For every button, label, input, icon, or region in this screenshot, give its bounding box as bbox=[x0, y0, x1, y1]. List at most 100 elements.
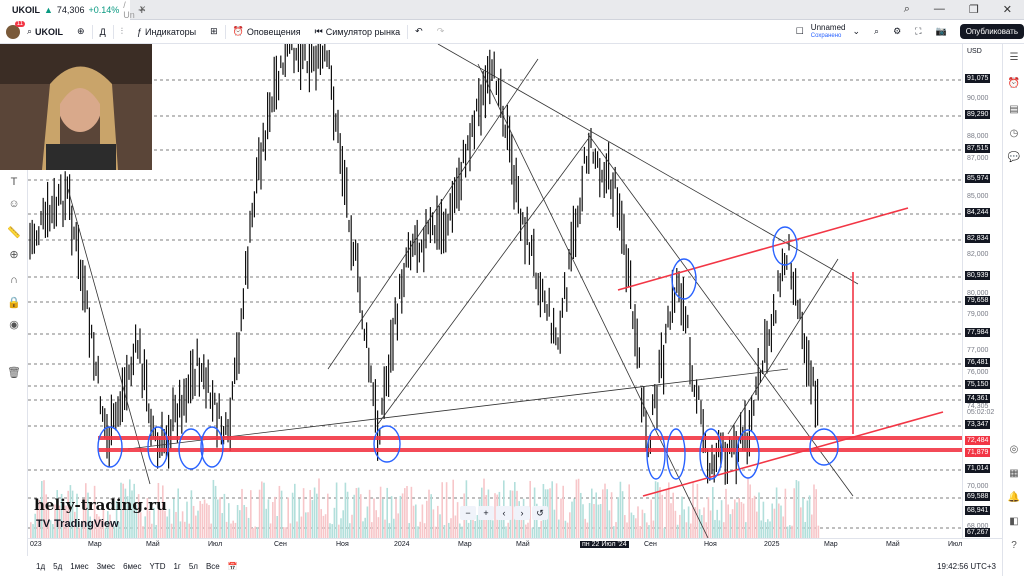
price-label: 80,000 bbox=[967, 290, 989, 297]
lock-icon[interactable]: 🔒 bbox=[7, 297, 21, 309]
volume-bar bbox=[63, 506, 65, 538]
command-icon[interactable]: ⌕ bbox=[903, 3, 910, 15]
time-axis[interactable]: 023 Мар Май Июл Сен Ноя 2024 Мар Май пн 22 Июл '2… bbox=[28, 538, 1002, 552]
layout-menu-button[interactable]: ⌄ bbox=[845, 20, 867, 44]
target-icon[interactable]: ◎ bbox=[1009, 444, 1019, 455]
zoom-control-button[interactable]: › bbox=[514, 506, 530, 520]
eye-icon[interactable]: ◉ bbox=[9, 319, 19, 331]
trash-icon[interactable]: 🗑 bbox=[7, 367, 21, 379]
volume-bar bbox=[93, 485, 96, 538]
range-button[interactable]: 6мес bbox=[123, 561, 142, 571]
volume-bar bbox=[241, 488, 243, 538]
layout-checkbox[interactable]: ☐ bbox=[789, 20, 811, 44]
range-button[interactable]: 1мес bbox=[70, 561, 89, 571]
volume-bar bbox=[692, 481, 694, 538]
volume-bar bbox=[151, 523, 153, 538]
interval-button[interactable]: Д bbox=[99, 26, 106, 37]
publish-button[interactable]: Опубликовать bbox=[959, 24, 1024, 39]
undo-button[interactable]: ↶ bbox=[408, 20, 430, 44]
quick-search-button[interactable]: ⌕ bbox=[867, 20, 886, 44]
bell-icon[interactable]: 🔔 bbox=[1007, 492, 1021, 503]
volume-bar bbox=[461, 526, 463, 538]
compare-button[interactable]: ⊕ bbox=[70, 20, 92, 44]
range-button[interactable]: 3мес bbox=[96, 561, 116, 571]
text-tool-icon[interactable]: T bbox=[10, 176, 18, 188]
ruler-icon[interactable]: 📏 bbox=[7, 227, 21, 239]
range-button[interactable]: 5д bbox=[53, 561, 63, 571]
templates-button[interactable]: ⊞ bbox=[203, 20, 225, 44]
channel-line[interactable] bbox=[642, 411, 944, 497]
trendline[interactable] bbox=[587, 133, 854, 497]
avatar[interactable]: 11 bbox=[6, 20, 25, 39]
volume-bar bbox=[604, 483, 606, 538]
volume-bar bbox=[423, 523, 426, 538]
volume-bar bbox=[254, 526, 256, 538]
range-button[interactable]: YTD bbox=[149, 561, 166, 571]
camera-icon: 📷 bbox=[935, 26, 947, 36]
time-label: Мар bbox=[458, 541, 472, 548]
fullscreen-button[interactable]: ⛶ bbox=[908, 20, 928, 44]
calendar-range-icon[interactable]: 📅 bbox=[227, 561, 238, 571]
layout-name[interactable]: Unnamed Сохранено bbox=[811, 23, 846, 41]
trendline[interactable] bbox=[127, 368, 789, 450]
minimize-icon[interactable]: — bbox=[933, 3, 945, 15]
trendline[interactable] bbox=[327, 58, 539, 370]
chat-icon[interactable]: 💬 bbox=[1007, 152, 1021, 163]
calendar-icon[interactable]: ▦ bbox=[1009, 468, 1019, 479]
zoom-control-button[interactable]: ‹ bbox=[496, 506, 512, 520]
volume-bar bbox=[773, 508, 776, 538]
channel-line[interactable] bbox=[617, 207, 909, 291]
time-label: 2025 bbox=[764, 541, 780, 548]
replay-button[interactable]: ⏮ Симулятор рынка bbox=[308, 20, 407, 44]
volume-bar bbox=[371, 522, 373, 538]
range-button[interactable]: Все bbox=[205, 561, 220, 571]
volume-bar bbox=[661, 494, 663, 538]
magnet-icon[interactable]: ∩ bbox=[10, 274, 18, 286]
range-button[interactable]: 5л bbox=[188, 561, 198, 571]
chart-tab[interactable]: UKOIL ▲ 74,306 +0.14% / Un ✕ bbox=[0, 0, 146, 20]
price-axis[interactable]: USD 91,075 90,000 89,290 88,000 87,515 87,000… bbox=[962, 44, 1002, 538]
zoom-control-button[interactable]: + bbox=[478, 506, 494, 520]
close-tab-icon[interactable]: ✕ bbox=[138, 4, 147, 14]
volume-bar bbox=[507, 522, 509, 538]
volume-bar bbox=[236, 504, 239, 538]
volume-bar bbox=[445, 482, 448, 538]
volume-bar bbox=[397, 513, 399, 538]
maximize-icon[interactable]: ❐ bbox=[968, 4, 979, 16]
volume-bar bbox=[278, 485, 281, 538]
snapshot-button[interactable]: 📷 bbox=[928, 20, 953, 44]
close-window-icon[interactable]: ✕ bbox=[1002, 4, 1012, 16]
symbol-search-button[interactable]: ⌕ UKOIL bbox=[20, 20, 70, 44]
zoom-control-button[interactable]: ↺ bbox=[532, 506, 548, 520]
trendline[interactable] bbox=[377, 138, 589, 425]
redo-button[interactable]: ↷ bbox=[430, 20, 452, 44]
volume-bar bbox=[551, 481, 553, 538]
alarm-clock-icon[interactable]: ⏰ bbox=[1007, 78, 1021, 89]
settings-button[interactable]: ⚙ bbox=[886, 20, 908, 44]
range-button[interactable]: 1д bbox=[36, 561, 46, 571]
volume-bar bbox=[683, 509, 685, 538]
chart-type-button[interactable]: ⫶ bbox=[114, 20, 130, 44]
watchlist-icon[interactable]: ☰ bbox=[1009, 52, 1019, 63]
price-chart[interactable] bbox=[28, 44, 962, 538]
price-label: 71,879 bbox=[965, 448, 991, 457]
volume-bar bbox=[586, 522, 589, 538]
layers-icon[interactable]: ◧ bbox=[1009, 516, 1019, 527]
zoom-in-icon[interactable]: ⊕ bbox=[9, 249, 19, 261]
emoji-tool-icon[interactable]: ☺ bbox=[8, 198, 20, 210]
new-tab-icon[interactable]: + bbox=[138, 2, 146, 17]
trendline[interactable] bbox=[477, 63, 709, 538]
volume-bar bbox=[584, 518, 586, 538]
alerts-button[interactable]: ⏰ Оповещения bbox=[226, 20, 308, 44]
range-button[interactable]: 1г bbox=[173, 561, 181, 571]
trendline[interactable] bbox=[437, 44, 859, 285]
volume-bar bbox=[252, 527, 254, 538]
history-icon[interactable]: ◷ bbox=[1009, 128, 1019, 139]
zoom-control-button[interactable]: − bbox=[460, 506, 476, 520]
indicators-button[interactable]: ƒ Индикаторы bbox=[130, 20, 203, 44]
data-window-icon[interactable]: ▤ bbox=[1009, 104, 1019, 115]
trendline[interactable] bbox=[67, 188, 151, 485]
clock[interactable]: 19:42:56 UTC+3 bbox=[937, 561, 996, 571]
trendline[interactable] bbox=[727, 258, 839, 435]
help-icon[interactable]: ? bbox=[1011, 540, 1017, 551]
